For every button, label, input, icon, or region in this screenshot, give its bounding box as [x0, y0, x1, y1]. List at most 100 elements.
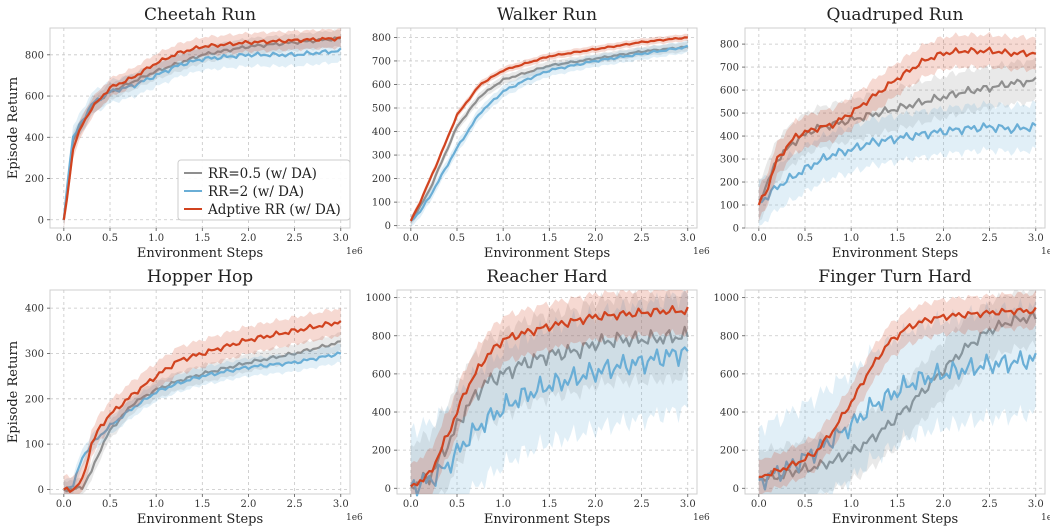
- legend-box: [177, 159, 351, 221]
- y-tick-label: 300: [372, 151, 391, 162]
- y-tick-label: 300: [720, 155, 739, 166]
- y-tick-label: 0: [38, 215, 44, 226]
- panel-quadruped-run: 0.0 0.5 1.0 1.5 2.0 2.5 3.0 0 100 200 300 400 500 600…: [720, 5, 1050, 261]
- panel-finger-turn-hard: 0.0 0.5 1.0 1.5 2.0 2.5 3.0 0 200 400 600 800 1000 Fi…: [714, 267, 1050, 527]
- y-tick-label: 0: [385, 484, 391, 495]
- y-tick-label: 100: [372, 198, 391, 209]
- y-tick-label: 800: [25, 50, 44, 61]
- plot-frame: [49, 289, 351, 495]
- x-tick-label: 0.5: [102, 499, 118, 510]
- series-line-3: [758, 306, 1037, 478]
- x-axis-label: Environment Steps: [137, 246, 263, 261]
- y-tick-label: 0: [733, 224, 739, 235]
- series-line-1: [410, 325, 689, 490]
- series-band-3: [758, 31, 1036, 222]
- y-tick-label: 500: [372, 104, 391, 115]
- series-band-3: [758, 290, 1036, 494]
- x-axis-label: Environment Steps: [832, 246, 958, 261]
- y-tick-label: 0: [733, 484, 739, 495]
- y-tick-label: 200: [25, 174, 44, 185]
- x-tick-label: 2.5: [982, 499, 998, 510]
- x-tick-label: 0.5: [449, 233, 465, 244]
- x-tick-label: 3.0: [1028, 499, 1044, 510]
- panel-title: Finger Turn Hard: [818, 267, 972, 287]
- y-tick-label: 700: [372, 56, 391, 67]
- x-axis-label: Environment Steps: [484, 512, 610, 527]
- x-tick-label: 2.5: [287, 233, 303, 244]
- panel-cheetah-run: 0.0 0.5 1.0 1.5 2.0 2.5 3.0 0 200 400 600 800 Cheeta…: [6, 5, 363, 261]
- x-tick-label: 3.0: [680, 499, 696, 510]
- series-band-2: [758, 100, 1036, 226]
- y-tick-label: 800: [720, 40, 739, 51]
- x-tick-label: 2.5: [634, 233, 650, 244]
- legend-label: RR=2 (w/ DA): [208, 184, 304, 200]
- x-tick-label: 1.0: [148, 499, 164, 510]
- series-line-2: [63, 351, 342, 491]
- x-axis-label: Environment Steps: [832, 512, 958, 527]
- x-offset-label: 1e6: [1041, 513, 1050, 523]
- x-offset-label: 1e6: [1041, 247, 1050, 257]
- series-band-1: [758, 57, 1036, 222]
- y-axis-label: Episode Return: [6, 76, 21, 179]
- panel-title: Hopper Hop: [147, 267, 253, 287]
- series-line-1: [758, 76, 1037, 202]
- y-tick-label: 400: [372, 408, 391, 419]
- y-tick-label: 600: [25, 92, 44, 103]
- x-tick-label: 0.5: [797, 499, 813, 510]
- x-tick-label: 3.0: [680, 233, 696, 244]
- x-tick-label: 0.0: [403, 233, 419, 244]
- x-tick-label: 2.5: [982, 233, 998, 244]
- y-tick-label: 500: [720, 109, 739, 120]
- x-tick-label: 1.5: [541, 499, 557, 510]
- x-tick-label: 0.5: [797, 233, 813, 244]
- series-band-1: [63, 29, 341, 228]
- y-tick-label: 1000: [366, 293, 391, 304]
- x-offset-label: 1e6: [693, 513, 710, 523]
- series-band-2: [63, 36, 341, 229]
- x-tick-label: 0.0: [403, 499, 419, 510]
- y-tick-label: 400: [720, 408, 739, 419]
- y-tick-label: 400: [25, 133, 44, 144]
- series-band-3: [63, 307, 341, 494]
- x-tick-label: 1.0: [148, 233, 164, 244]
- y-tick-label: 200: [372, 446, 391, 457]
- x-tick-label: 0.0: [56, 499, 72, 510]
- x-tick-label: 1.0: [495, 233, 511, 244]
- x-tick-label: 1.0: [843, 233, 859, 244]
- series-line-3: [757, 46, 1037, 206]
- panel-reacher-hard: 0.0 0.5 1.0 1.5 2.0 2.5 3.0 0 200 400 600 800 1000 Re…: [366, 267, 711, 527]
- x-offset-label: 1e6: [346, 513, 363, 523]
- x-tick-label: 1.5: [194, 499, 210, 510]
- series-line-1: [758, 310, 1037, 482]
- series-band-3: [410, 33, 688, 225]
- y-tick-label: 400: [720, 132, 739, 143]
- x-tick-label: 3.0: [333, 499, 349, 510]
- panel-hopper-hop: 0.0 0.5 1.0 1.5 2.0 2.5 3.0 0 100 200 300 400 Hopper…: [6, 267, 363, 527]
- panel-title: Cheetah Run: [144, 5, 256, 25]
- series-line-1: [409, 45, 689, 222]
- x-tick-label: 0.0: [56, 233, 72, 244]
- legend-label: RR=0.5 (w/ DA): [208, 166, 317, 182]
- panel-title: Walker Run: [497, 5, 597, 25]
- y-tick-label: 400: [25, 304, 44, 315]
- x-tick-label: 1.5: [889, 233, 905, 244]
- y-tick-label: 800: [372, 331, 391, 342]
- plot-frame: [744, 27, 1046, 229]
- series-line-2: [62, 47, 342, 220]
- y-tick-label: 200: [720, 446, 739, 457]
- x-axis-label: Environment Steps: [137, 512, 263, 527]
- x-tick-label: 3.0: [333, 233, 349, 244]
- x-tick-label: 2.0: [241, 233, 257, 244]
- legend: RR=0.5 (w/ DA) RR=2 (w/ DA) Adptive RR (w/…: [177, 159, 351, 221]
- y-tick-label: 100: [720, 201, 739, 212]
- panel-walker-run: 0.0 0.5 1.0 1.5 2.0 2.5 3.0 0 100 200 300 400 500 600…: [372, 5, 710, 261]
- y-tick-label: 700: [720, 63, 739, 74]
- x-axis-label: Environment Steps: [484, 246, 610, 261]
- series-line-1: [63, 340, 341, 493]
- x-tick-label: 2.5: [287, 499, 303, 510]
- panel-title: Quadruped Run: [827, 5, 964, 25]
- series-line-2: [409, 346, 689, 497]
- series-line-2: [758, 350, 1037, 491]
- series-line-2: [758, 122, 1037, 204]
